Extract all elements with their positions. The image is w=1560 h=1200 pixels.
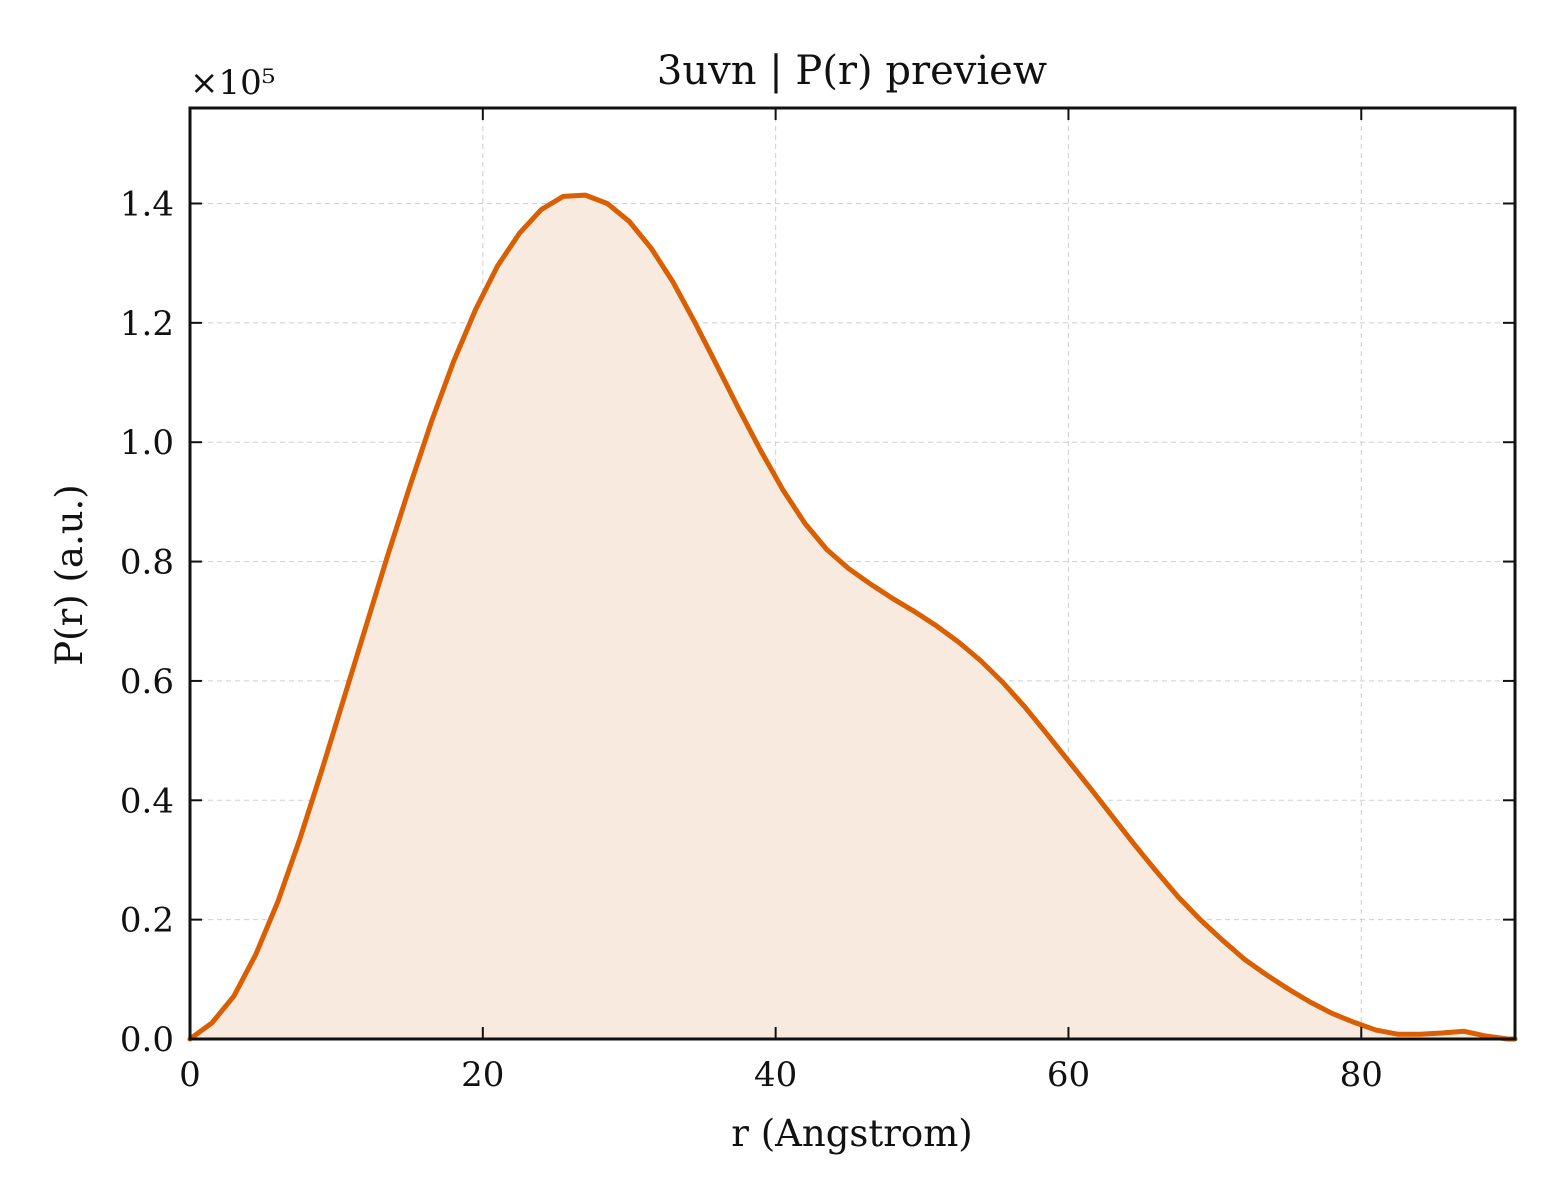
y-tick-label-5: 1.0	[120, 423, 174, 463]
x-tick-label-1: 20	[461, 1055, 504, 1095]
y-tick-label-6: 1.2	[120, 304, 174, 344]
y-tick-label-4: 0.8	[120, 543, 174, 583]
x-axis-label: r (Angstrom)	[731, 1112, 972, 1155]
series-line-0	[187, 192, 1518, 1042]
chart-title: 3uvn | P(r) preview	[657, 48, 1047, 94]
x-tick-label-2: 40	[754, 1055, 797, 1095]
series-layer	[187, 192, 1518, 1042]
y-tick-label-3: 0.6	[120, 662, 174, 702]
x-tick-label-0: 0	[179, 1055, 201, 1095]
series-area-fill-0	[190, 195, 1515, 1039]
y-tick-label-7: 1.4	[120, 184, 174, 224]
y-axis-offset-label: ×10⁵	[190, 63, 275, 103]
x-tick-label-3: 60	[1047, 1055, 1090, 1095]
y-tick-label-2: 0.4	[120, 781, 174, 821]
y-tick-label-1: 0.2	[120, 901, 174, 941]
y-tick-label-0: 0.0	[120, 1020, 174, 1060]
y-axis-label: P(r) (a.u.)	[48, 484, 91, 666]
ticks-layer: 0 20 40 60 80 0.0 0.2 0.4 0.6 0.8 1.0 1.2 1.4	[120, 108, 1515, 1095]
x-tick-label-4: 80	[1340, 1055, 1383, 1095]
plot-frame	[188, 106, 1517, 1041]
